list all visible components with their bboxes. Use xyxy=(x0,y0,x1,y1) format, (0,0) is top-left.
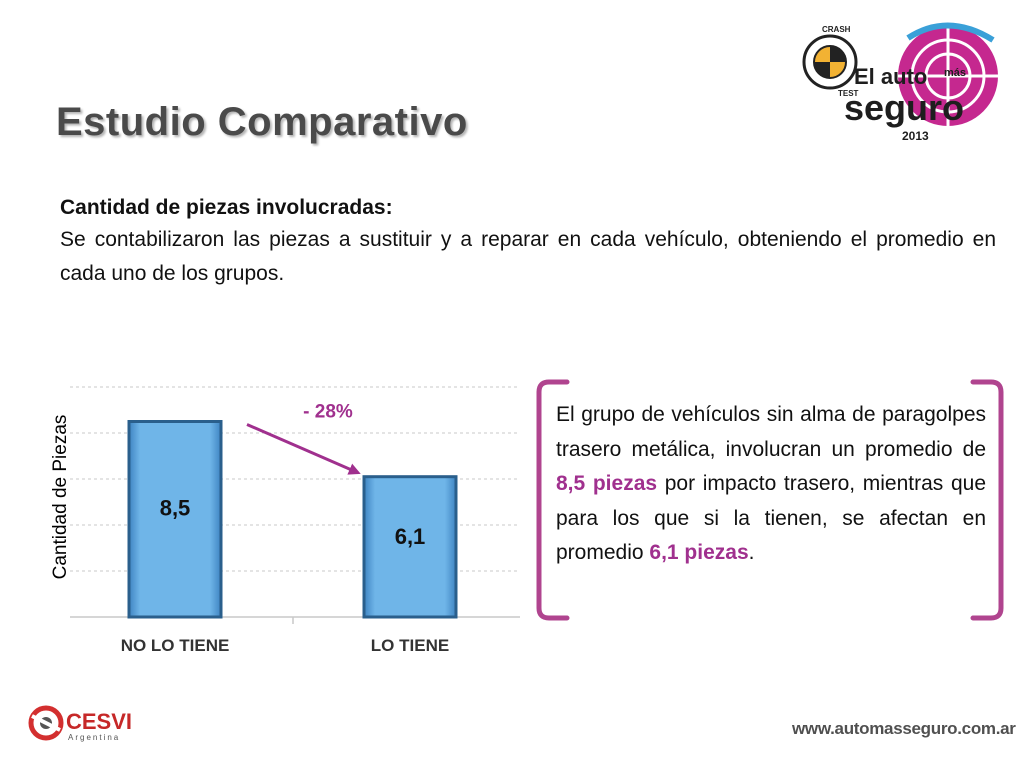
callout-part-1: El grupo de vehículos sin alma de parago… xyxy=(556,403,986,461)
brand-line-2: seguro xyxy=(844,87,964,128)
cesvi-subtitle: Argentina xyxy=(68,733,120,742)
crash-test-badge-icon xyxy=(802,34,858,90)
badge-top-text: CRASH xyxy=(822,25,851,34)
decrease-annotation: - 28% xyxy=(303,402,353,423)
bar-value-label: 8,5 xyxy=(160,495,191,520)
callout-part-2: por impacto trasero, mientras que para l… xyxy=(556,472,986,564)
callout-part-3: . xyxy=(748,541,755,564)
bar-2 xyxy=(362,475,458,619)
cesvi-emblem-icon xyxy=(28,705,64,741)
slide-title: Estudio Comparativo xyxy=(56,100,468,144)
cesvi-logo: CESVI Argentina xyxy=(28,705,132,742)
right-bracket xyxy=(970,379,1004,621)
chart-bars: 8,5 NO LO TIENE 6,1 LO TIENE xyxy=(121,420,458,655)
brand-year: 2013 xyxy=(902,129,929,143)
callout-brackets xyxy=(536,379,1004,621)
bar-value-label: 6,1 xyxy=(395,524,426,549)
decrease-arrow xyxy=(246,423,361,475)
bar-chart: 8,5 NO LO TIENE 6,1 LO TIENE Cantidad de Pi… xyxy=(50,386,520,655)
intro-text: Cantidad de piezas involucradas: Se cont… xyxy=(60,193,996,291)
section-description: Se contabilizaron las piezas a sustituir… xyxy=(60,228,996,285)
category-label: NO LO TIENE xyxy=(121,636,230,655)
section-heading: Cantidad de piezas involucradas: xyxy=(60,196,393,219)
category-label: LO TIENE xyxy=(371,636,449,655)
callout-value-1: 8,5 piezas xyxy=(556,472,658,495)
callout-value-2: 6,1 piezas xyxy=(649,541,749,564)
website-link[interactable]: www.automasseguro.com.ar xyxy=(792,719,1016,738)
left-bracket xyxy=(536,379,570,621)
brand-line-1-small: más xyxy=(944,67,966,79)
y-axis-label: Cantidad de Piezas xyxy=(50,415,71,580)
el-auto-mas-seguro-logo: CRASH TEST El auto más seguro 2013 xyxy=(802,22,998,143)
cesvi-wordmark: CESVI xyxy=(66,709,132,734)
badge-bottom-text: TEST xyxy=(838,89,859,98)
brand-line-1: El auto xyxy=(854,64,927,89)
bar-1 xyxy=(127,420,223,619)
callout-text: El grupo de vehículos sin alma de parago… xyxy=(556,398,986,571)
